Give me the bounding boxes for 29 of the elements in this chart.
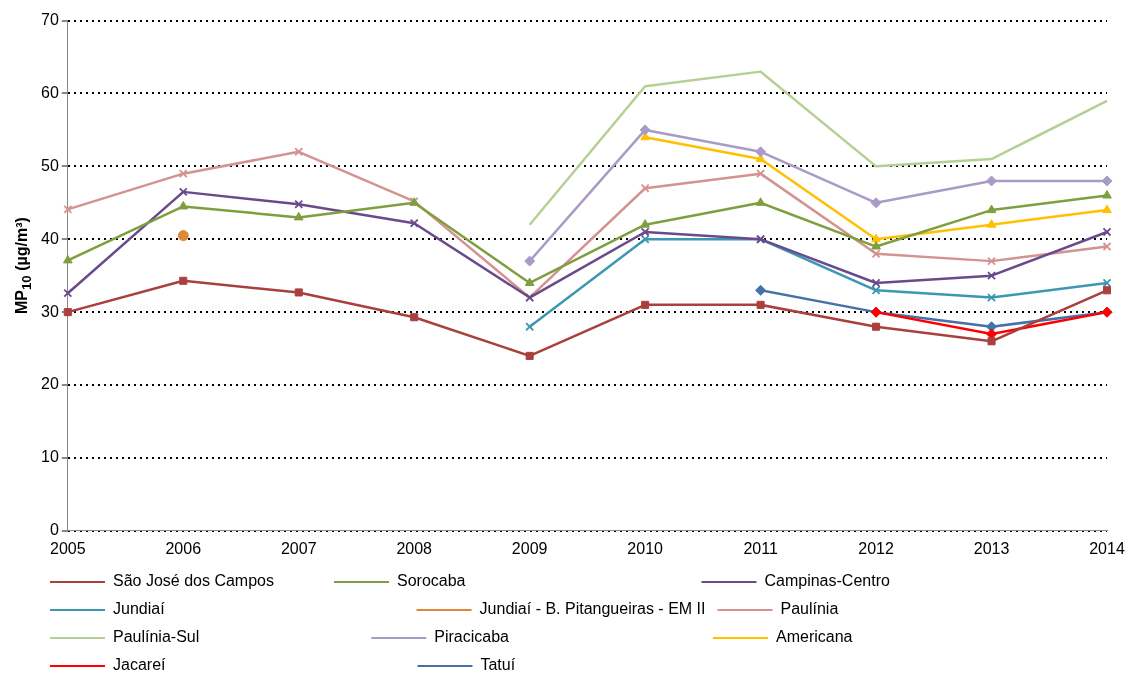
x-tick-label: 2010 (627, 539, 664, 557)
y-tick-label: 20 (41, 375, 59, 393)
y-tick-label: 0 (49, 521, 59, 539)
y-tick-label: 50 (41, 156, 59, 174)
x-tick-label: 2014 (1089, 539, 1125, 557)
legend-label: Americana (775, 628, 1061, 646)
legend-label: Sorocaba (396, 572, 690, 590)
legend-label: Campinas-Centro (764, 572, 1002, 590)
legend-label: Jundiaí - B. Pitangueiras - EM II (479, 600, 706, 618)
x-tick-label: 2012 (858, 539, 894, 557)
y-tick-label: 10 (41, 448, 59, 466)
legend-label: Jundiaí (113, 600, 405, 618)
x-tick-label: 2008 (396, 539, 433, 557)
legend-label: São José dos Campos (113, 572, 322, 590)
legend-label: Paulínia (780, 600, 1063, 618)
legend-label: Piracicaba (434, 628, 701, 646)
y-tick-label: 40 (41, 229, 59, 247)
x-tick-label: 2013 (973, 539, 1010, 557)
x-tick-label: 2006 (165, 539, 202, 557)
x-tick-label: 2007 (280, 539, 317, 557)
y-tick-label: 60 (41, 83, 59, 101)
x-tick-label: 2005 (50, 539, 86, 557)
y-tick-label: 30 (41, 302, 59, 320)
legend-label: Jacareí (113, 656, 406, 674)
y-tick-label: 70 (41, 11, 59, 29)
legend-label: Paulínia-Sul (113, 628, 360, 646)
x-tick-label: 2009 (511, 539, 548, 557)
legend-label: Tatuí (480, 656, 788, 674)
x-tick-label: 2011 (743, 539, 778, 557)
